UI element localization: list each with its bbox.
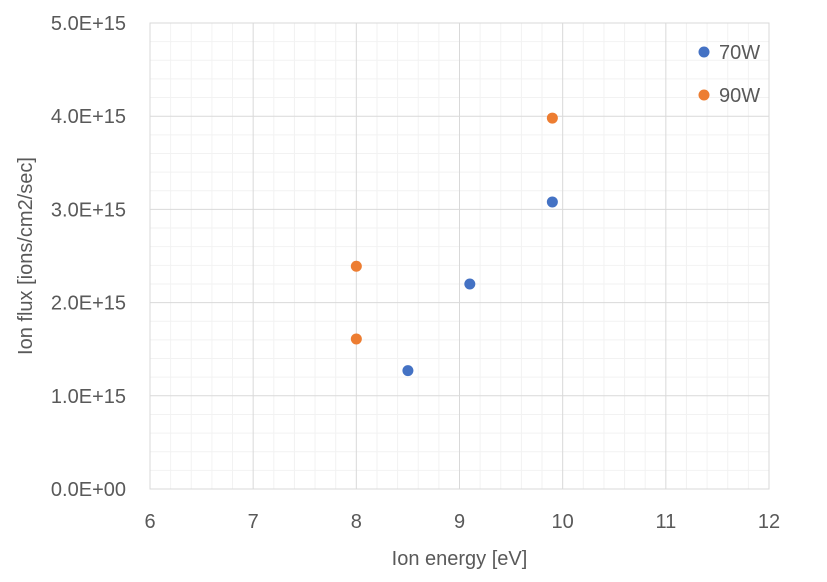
plot-area-border: [149, 22, 770, 490]
x-tick-label: 7: [248, 511, 259, 533]
data-point-70W: [464, 278, 476, 290]
y-axis-title: Ion flux [ions/cm2/sec]: [15, 157, 37, 355]
y-tick-label: 3.0E+15: [51, 199, 126, 221]
x-tick-label: 10: [552, 511, 574, 533]
legend-label-90W: 90W: [719, 85, 760, 107]
y-tick-label: 1.0E+15: [51, 386, 126, 408]
x-tick-label: 11: [655, 511, 676, 533]
y-tick-label: 4.0E+15: [51, 106, 126, 128]
data-point-90W: [546, 112, 558, 124]
data-point-90W: [350, 333, 362, 345]
data-point-90W: [350, 260, 362, 272]
legend-marker-70W: [698, 46, 710, 58]
x-tick-label: 6: [144, 511, 155, 533]
y-tick-label: 5.0E+15: [51, 13, 126, 35]
x-tick-label: 12: [758, 511, 780, 533]
data-point-70W: [402, 365, 414, 377]
data-points: [350, 112, 558, 377]
x-axis-tick-labels: 6 7 8 9 10 11 12: [144, 511, 780, 533]
x-tick-label: 9: [454, 511, 465, 533]
x-axis-title: Ion energy [eV]: [392, 548, 528, 570]
data-point-70W: [546, 196, 558, 208]
y-axis-tick-labels: 0.0E+00 1.0E+15 2.0E+15 3.0E+15 4.0E+15 5.0E+…: [51, 13, 126, 501]
major-grid: [149, 22, 770, 490]
y-tick-label: 2.0E+15: [51, 293, 126, 315]
y-tick-label: 0.0E+00: [51, 479, 126, 501]
legend-label-70W: 70W: [719, 42, 760, 64]
legend: 70W 90W: [698, 42, 760, 107]
x-tick-label: 8: [351, 511, 362, 533]
legend-marker-90W: [698, 89, 710, 101]
